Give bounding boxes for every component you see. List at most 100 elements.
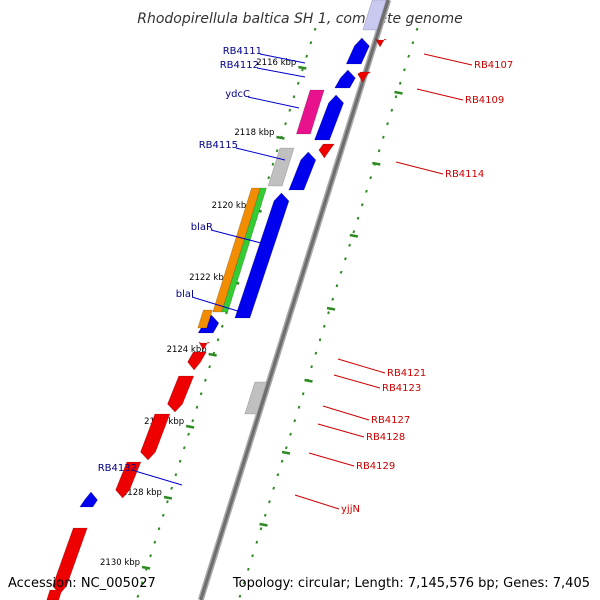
minor-tick-left — [220, 324, 224, 328]
gene-rb4114 — [318, 143, 335, 159]
minor-tick-right — [411, 41, 415, 45]
major-tick — [304, 378, 313, 383]
major-tick — [208, 352, 217, 357]
minor-tick-right — [322, 324, 326, 328]
minor-tick-left — [170, 486, 174, 490]
reverse-leader-line — [333, 374, 381, 389]
gene-blar-feature-green — [221, 187, 267, 313]
gene-rb4115-feature — [267, 147, 295, 187]
kbp-marker-label: 2124 kbp — [167, 345, 207, 355]
minor-tick-left — [166, 500, 169, 504]
gene-rb4121 — [198, 341, 211, 351]
kbp-marker-label: 2118 kbp — [234, 128, 274, 138]
reverse-leader-line — [317, 423, 365, 438]
forward-leader-line — [134, 470, 183, 486]
minor-tick-right — [297, 405, 301, 409]
minor-tick-right — [386, 122, 389, 126]
kbp-marker-label: 2128 kbp — [122, 488, 162, 498]
minor-tick-right — [280, 459, 284, 463]
gene-blar — [234, 192, 290, 319]
forward-leader-line — [235, 147, 286, 161]
minor-tick-left — [153, 540, 157, 544]
genome-backbone — [197, 0, 392, 600]
major-tick — [349, 233, 359, 238]
backbone-inner — [199, 0, 390, 600]
reverse-gene-label: RB4123 — [382, 383, 421, 394]
major-tick — [326, 306, 336, 311]
minor-tick-right — [314, 351, 318, 355]
minor-tick-left — [288, 108, 292, 112]
minor-tick-left — [178, 459, 182, 463]
minor-tick-right — [407, 54, 411, 58]
accession-text: Accession: NC_005027 — [8, 576, 156, 591]
minor-tick-right — [394, 95, 398, 99]
minor-tick-right — [272, 486, 276, 490]
gene-yjjn — [52, 527, 88, 595]
gene-bottom-fragment — [46, 589, 63, 600]
minor-tick-right — [246, 567, 250, 571]
minor-tick-left — [140, 581, 144, 585]
major-tick — [394, 90, 403, 95]
forward-leader-line — [210, 229, 262, 244]
reverse-leader-line — [395, 161, 444, 175]
gene-rb4111 — [345, 37, 370, 65]
major-tick — [281, 450, 291, 455]
forward-leader-line — [247, 96, 300, 109]
minor-tick-right — [301, 392, 305, 396]
major-tick — [163, 495, 173, 500]
reverse-gene-label: RB4129 — [356, 461, 395, 472]
gene-block-top — [362, 0, 387, 31]
minor-tick-right — [251, 554, 254, 558]
forward-gene-label: blaI — [176, 289, 194, 300]
gene-rb4107 — [374, 38, 387, 48]
minor-tick-left — [187, 432, 190, 436]
major-tick — [372, 161, 381, 166]
kbp-marker-label: 2116 kbp — [256, 58, 296, 68]
minor-tick-right — [352, 230, 356, 234]
minor-tick-right — [398, 81, 402, 85]
gene-rb4132 — [79, 491, 98, 508]
gene-rb4109 — [357, 71, 372, 83]
minor-tick-right — [344, 257, 347, 261]
reverse-gene-label: RB4114 — [445, 169, 484, 180]
minor-tick-right — [360, 203, 364, 207]
forward-gene-label: RB4111 — [223, 46, 262, 57]
gene-rb4123-feature — [244, 381, 268, 415]
minor-tick-left — [195, 405, 199, 409]
minor-tick-right — [255, 540, 259, 544]
reverse-leader-line — [308, 452, 355, 467]
gene-ydcc-feature — [295, 89, 325, 135]
minor-tick-left — [208, 365, 211, 369]
minor-tick-left — [136, 594, 140, 598]
kbp-marker-label: 2120 kbp — [212, 201, 252, 211]
minor-tick-right — [289, 432, 292, 436]
minor-tick-left — [313, 27, 317, 31]
map-title: Rhodopirellula baltica SH 1, complete ge… — [137, 11, 463, 27]
minor-tick-left — [149, 554, 152, 558]
minor-tick-right — [293, 419, 297, 423]
genome-summary-text: Topology: circular; Length: 7,145,576 bp… — [232, 576, 590, 591]
minor-tick-right — [263, 513, 267, 517]
minor-tick-left — [161, 513, 165, 517]
reverse-leader-line — [416, 88, 464, 101]
major-tick — [259, 522, 268, 527]
gene-ydcc — [314, 94, 344, 141]
minor-tick-left — [296, 81, 300, 85]
minor-tick-left — [267, 176, 271, 180]
minor-tick-right — [377, 149, 381, 153]
kbp-marker-label: 2130 kbp — [100, 558, 140, 568]
minor-tick-right — [276, 473, 280, 477]
minor-tick-right — [335, 284, 339, 288]
gene-labels: RB4111 RB4112 ydcC RB4115 blaR blaI RB4132 RB41… — [98, 46, 514, 515]
gene-features — [46, 0, 387, 600]
major-tick — [298, 65, 307, 70]
forward-leader-line — [256, 67, 306, 78]
gene-rb4112 — [334, 69, 356, 89]
minor-tick-right — [390, 108, 394, 112]
minor-tick-right — [268, 500, 271, 504]
minor-tick-right — [284, 446, 288, 450]
forward-gene-label: RB4132 — [98, 463, 137, 474]
minor-tick-left — [199, 392, 203, 396]
forward-gene-label: RB4112 — [220, 60, 259, 71]
